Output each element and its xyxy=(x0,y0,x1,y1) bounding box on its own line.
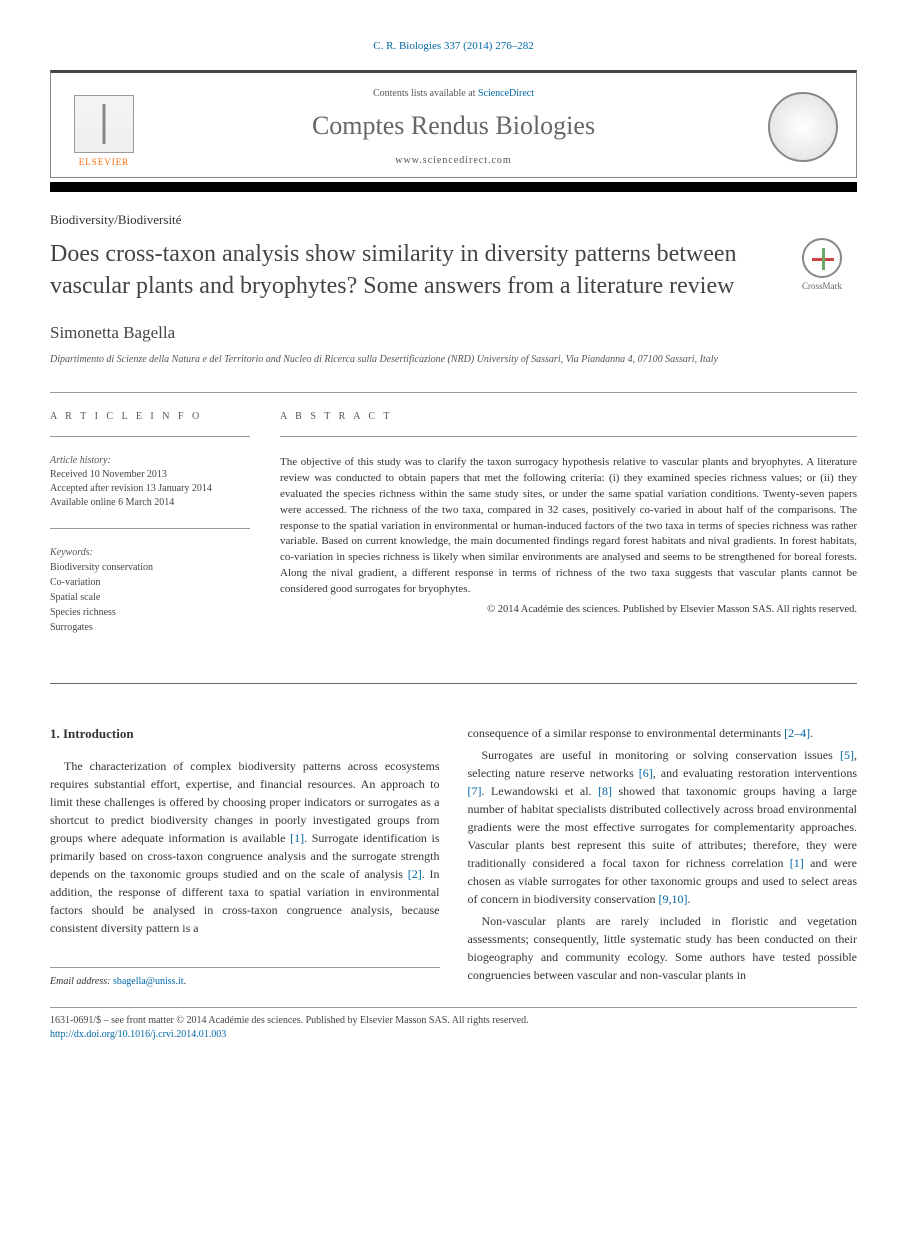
body-paragraph: Non-vascular plants are rarely included … xyxy=(468,912,858,984)
divider xyxy=(50,392,857,393)
body-paragraph: consequence of a similar response to env… xyxy=(468,724,858,742)
text-run: consequence of a similar response to env… xyxy=(468,726,785,740)
keyword: Co-variation xyxy=(50,575,250,590)
correspondence-row: Email address: sbagella@uniss.it. xyxy=(50,967,440,989)
abstract-block: A B S T R A C T The objective of this st… xyxy=(280,411,857,653)
crossmark-label: CrossMark xyxy=(787,281,857,291)
keyword: Surrogates xyxy=(50,620,250,635)
keyword: Spatial scale xyxy=(50,590,250,605)
author-name: Simonetta Bagella xyxy=(50,323,857,343)
article-info-heading: A R T I C L E I N F O xyxy=(50,411,250,422)
citation-link[interactable]: [9,10] xyxy=(658,892,687,906)
header-divider-bar xyxy=(50,182,857,192)
society-seal-icon xyxy=(768,92,838,162)
sciencedirect-link[interactable]: ScienceDirect xyxy=(478,88,534,99)
page-footer: 1631-0691/$ – see front matter © 2014 Ac… xyxy=(50,1007,857,1042)
email-address[interactable]: sbagella@uniss.it xyxy=(113,976,184,987)
article-history-label: Article history: xyxy=(50,455,250,466)
citation-link[interactable]: [1] xyxy=(790,856,804,870)
divider xyxy=(50,528,250,529)
journal-header-box: ELSEVIER Contents lists available at Sci… xyxy=(50,70,857,178)
abstract-heading: A B S T R A C T xyxy=(280,411,857,422)
citation-link[interactable]: [1] xyxy=(290,831,304,845)
citation-link[interactable]: [5] xyxy=(840,748,854,762)
text-run: . xyxy=(687,892,690,906)
online-date: Available online 6 March 2014 xyxy=(50,496,250,510)
journal-name: Comptes Rendus Biologies xyxy=(139,111,768,141)
text-run: . Lewandowski et al. xyxy=(482,784,599,798)
elsevier-text: ELSEVIER xyxy=(79,157,130,167)
received-date: Received 10 November 2013 xyxy=(50,468,250,482)
citation-link[interactable]: [2–4] xyxy=(784,726,810,740)
citation-link[interactable]: [6] xyxy=(639,766,653,780)
citation-link[interactable]: [8] xyxy=(598,784,612,798)
divider xyxy=(280,436,857,437)
article-info-sidebar: A R T I C L E I N F O Article history: R… xyxy=(50,411,250,653)
elsevier-logo: ELSEVIER xyxy=(69,87,139,167)
accepted-date: Accepted after revision 13 January 2014 xyxy=(50,482,250,496)
column-left: 1. Introduction The characterization of … xyxy=(50,724,440,990)
crossmark-badge[interactable]: CrossMark xyxy=(787,238,857,291)
article-title: Does cross-taxon analysis show similarit… xyxy=(50,238,767,303)
contents-available: Contents lists available at ScienceDirec… xyxy=(139,88,768,99)
text-run: , and evaluating restoration interventio… xyxy=(653,766,857,780)
keyword: Species richness xyxy=(50,605,250,620)
keyword: Biodiversity conservation xyxy=(50,560,250,575)
contents-prefix: Contents lists available at xyxy=(373,88,478,99)
body-paragraph: Surrogates are useful in monitoring or s… xyxy=(468,746,858,908)
body-columns: 1. Introduction The characterization of … xyxy=(50,724,857,990)
doi-link[interactable]: http://dx.doi.org/10.1016/j.crvi.2014.01… xyxy=(50,1029,226,1040)
citation-header: C. R. Biologies 337 (2014) 276–282 xyxy=(50,40,857,52)
crossmark-icon xyxy=(802,238,842,278)
keywords-label: Keywords: xyxy=(50,547,250,558)
introduction-heading: 1. Introduction xyxy=(50,724,440,744)
journal-url[interactable]: www.sciencedirect.com xyxy=(139,155,768,166)
text-run: . xyxy=(810,726,813,740)
citation-link[interactable]: [7] xyxy=(468,784,482,798)
divider xyxy=(50,683,857,684)
email-label: Email address: xyxy=(50,976,113,987)
footer-copyright: 1631-0691/$ – see front matter © 2014 Ac… xyxy=(50,1014,857,1028)
body-paragraph: The characterization of complex biodiver… xyxy=(50,757,440,937)
abstract-copyright: © 2014 Académie des sciences. Published … xyxy=(280,604,857,615)
text-run: Surrogates are useful in monitoring or s… xyxy=(482,748,841,762)
abstract-text: The objective of this study was to clari… xyxy=(280,455,857,598)
author-affiliation: Dipartimento di Scienze della Natura e d… xyxy=(50,353,857,367)
section-label: Biodiversity/Biodiversité xyxy=(50,212,857,228)
elsevier-tree-icon xyxy=(74,95,134,153)
citation-link[interactable]: [2] xyxy=(408,867,422,881)
column-right: consequence of a similar response to env… xyxy=(468,724,858,990)
divider xyxy=(50,436,250,437)
